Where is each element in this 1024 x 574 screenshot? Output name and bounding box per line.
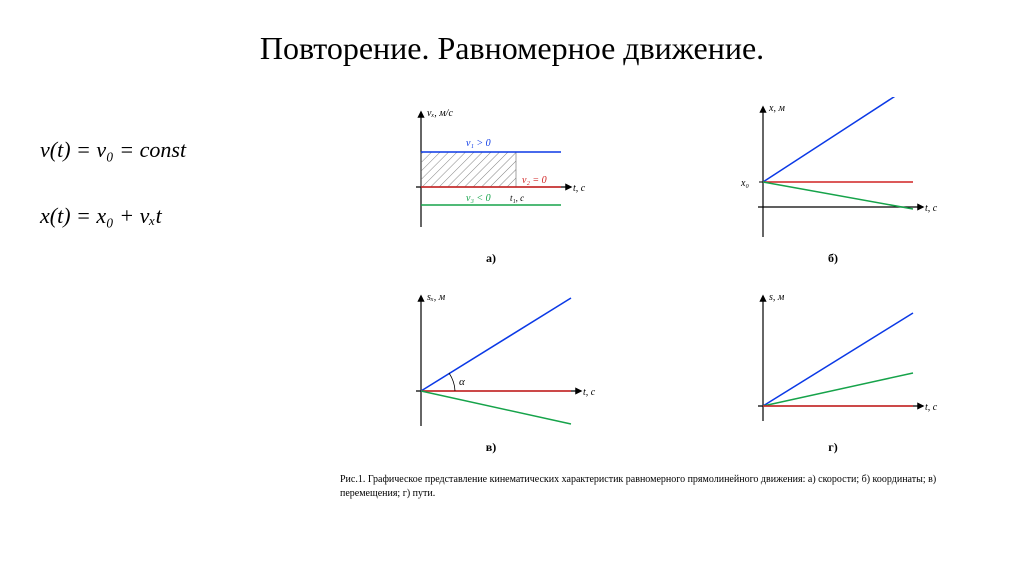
- chart-g-label: г): [828, 440, 837, 455]
- chart-v: sₓ, м t, с α: [376, 286, 606, 436]
- svg-text:t, с: t, с: [925, 402, 938, 413]
- chart-g-cell: s, м t, с г): [682, 286, 984, 455]
- page-title: Повторение. Равномерное движение.: [40, 30, 984, 67]
- chart-b-label: б): [828, 251, 838, 266]
- svg-text:vₓ, м/с: vₓ, м/с: [427, 108, 453, 119]
- figure-caption: Рис.1. Графическое представление кинемат…: [340, 473, 984, 501]
- svg-text:x₀: x₀: [740, 178, 749, 189]
- content: v(t) = v₀ = const x(t) = x₀ + vₓt vₓ, м/…: [40, 97, 984, 501]
- svg-text:t, с: t, с: [573, 183, 586, 194]
- charts-grid: vₓ, м/с t, с t₁, с v₁ > 0 v₂ = 0 v₃ < 0 а) x,…: [340, 97, 984, 455]
- charts-wrap: vₓ, м/с t, с t₁, с v₁ > 0 v₂ = 0 v₃ < 0 а) x,…: [340, 97, 984, 501]
- equation-velocity: v(t) = v₀ = const: [40, 137, 300, 163]
- chart-b-cell: x, м t, с x₀ б): [682, 97, 984, 266]
- svg-text:v₁ > 0: v₁ > 0: [466, 138, 491, 149]
- svg-text:v₂ = 0: v₂ = 0: [522, 175, 547, 186]
- chart-v-label: в): [486, 440, 496, 455]
- svg-text:t₁, с: t₁, с: [510, 193, 524, 203]
- svg-text:sₓ, м: sₓ, м: [427, 292, 446, 303]
- svg-text:t, с: t, с: [583, 387, 596, 398]
- chart-a: vₓ, м/с t, с t₁, с v₁ > 0 v₂ = 0 v₃ < 0: [376, 97, 606, 247]
- svg-text:x, м: x, м: [768, 103, 785, 114]
- chart-b: x, м t, с x₀: [718, 97, 948, 247]
- svg-text:t, с: t, с: [925, 203, 938, 214]
- chart-a-label: а): [486, 251, 496, 266]
- svg-text:α: α: [459, 376, 465, 388]
- chart-a-cell: vₓ, м/с t, с t₁, с v₁ > 0 v₂ = 0 v₃ < 0 а): [340, 97, 642, 266]
- svg-text:s, м: s, м: [769, 292, 785, 303]
- svg-text:v₃ < 0: v₃ < 0: [466, 193, 491, 204]
- equations-block: v(t) = v₀ = const x(t) = x₀ + vₓt: [40, 137, 300, 229]
- chart-g: s, м t, с: [718, 286, 948, 436]
- equation-position: x(t) = x₀ + vₓt: [40, 203, 300, 229]
- chart-v-cell: sₓ, м t, с α в): [340, 286, 642, 455]
